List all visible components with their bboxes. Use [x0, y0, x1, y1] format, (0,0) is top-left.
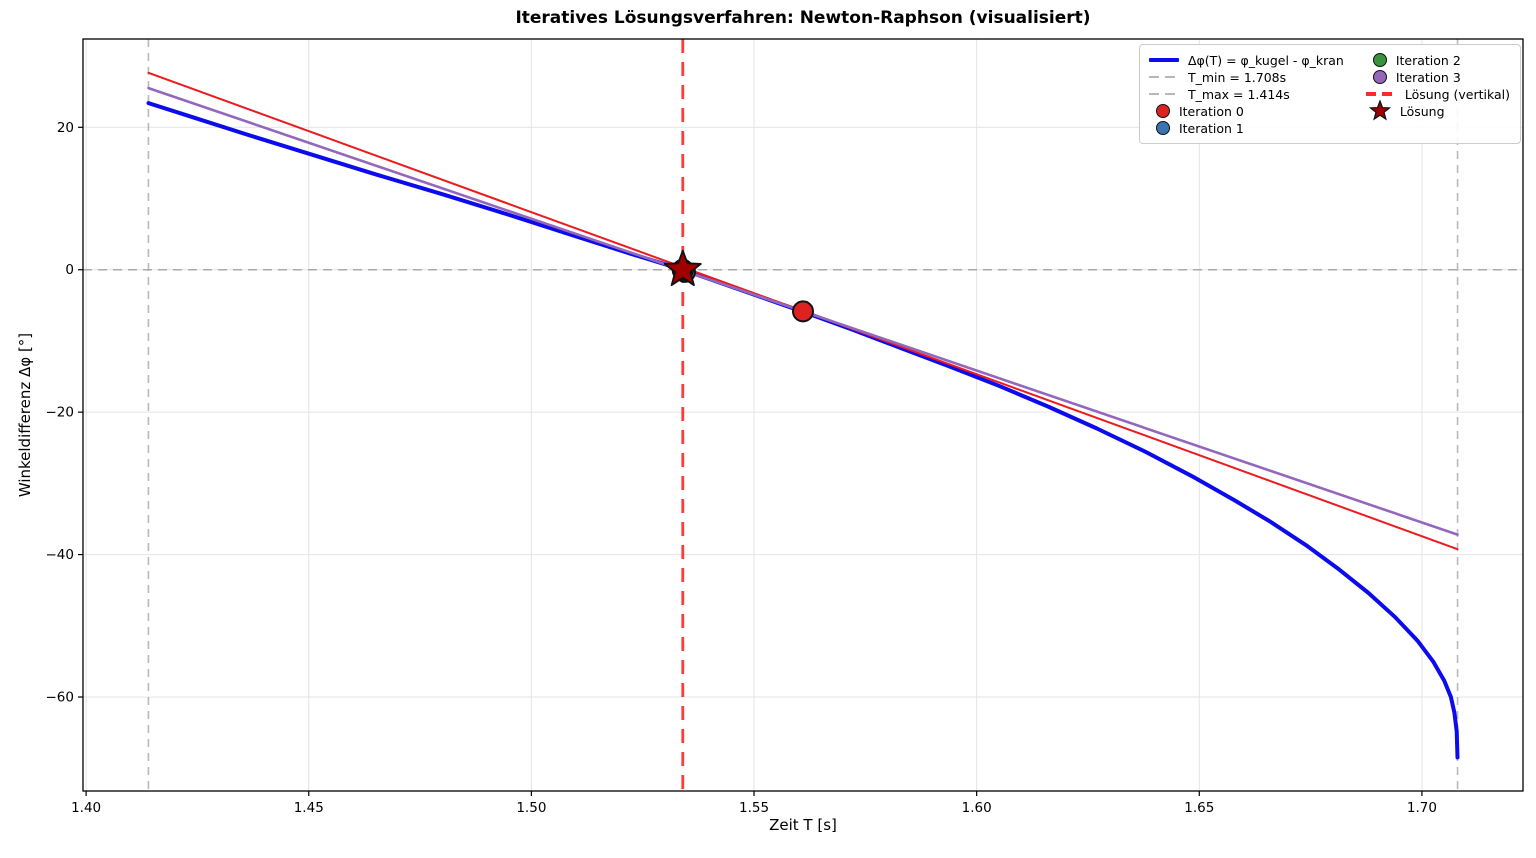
x-axis-label: Zeit T [s] — [769, 816, 837, 834]
legend-solution-star-label: Lösung — [1399, 103, 1445, 119]
x-tick-label: 1.70 — [1407, 800, 1437, 816]
legend-t-min: T_min = 1.708s — [1148, 69, 1344, 85]
legend-iteration-3: Iteration 3 — [1366, 69, 1510, 85]
legend-iteration-0-label: Iteration 0 — [1178, 103, 1244, 119]
axes-frame — [82, 38, 1524, 792]
x-tick-label: 1.55 — [739, 800, 769, 816]
chart-title: Iteratives Lösungsverfahren: Newton-Raph… — [515, 8, 1091, 28]
x-tick-label: 1.50 — [516, 800, 546, 816]
legend-dphi-curve-label: Δφ(T) = φ_kugel - φ_kran — [1187, 52, 1344, 68]
legend-t-max-label: T_max = 1.414s — [1187, 86, 1290, 102]
legend-iteration-2-label: Iteration 2 — [1395, 52, 1461, 68]
legend-iteration-3-swatch — [1372, 70, 1387, 84]
legend-dphi-curve: Δφ(T) = φ_kugel - φ_kran — [1148, 52, 1344, 68]
legend-t-min-label: T_min = 1.708s — [1187, 69, 1287, 85]
legend-iteration-0: Iteration 0 — [1149, 103, 1344, 119]
y-tick-label: 0 — [65, 262, 74, 278]
legend-iteration-0-swatch — [1155, 104, 1170, 118]
legend-iteration-1-label: Iteration 1 — [1178, 120, 1244, 136]
x-tick-label: 1.60 — [962, 800, 992, 816]
delta-phi-curve — [146, 101, 1460, 760]
legend-solution-vline-swatch — [1365, 92, 1396, 96]
legend-iteration-1: Iteration 1 — [1149, 120, 1344, 136]
y-tick-label: −40 — [46, 547, 75, 563]
y-tick-label: −60 — [46, 690, 75, 706]
x-tick-label: 1.65 — [1184, 800, 1214, 816]
solution-star — [663, 249, 702, 287]
iteration-0-point — [792, 300, 814, 323]
legend-box: Δφ(T) = φ_kugel - φ_kran T_min = 1.708s T_… — [1138, 44, 1521, 144]
legend-solution-vline-label: Lösung (vertikal) — [1404, 86, 1510, 102]
x-tick-label: 1.40 — [71, 800, 101, 816]
legend-solution-star-swatch — [1368, 100, 1391, 121]
legend-dphi-curve-swatch — [1148, 58, 1179, 62]
legend-t-max-swatch — [1148, 93, 1179, 95]
y-axis-label: Winkeldifferenz Δφ [°] — [16, 332, 34, 498]
legend-iteration-1-swatch — [1155, 121, 1170, 135]
x-tick-label: 1.45 — [294, 800, 324, 816]
legend-iteration-2-swatch — [1372, 53, 1387, 67]
legend-iteration-2: Iteration 2 — [1366, 52, 1510, 68]
legend-solution-star: Lösung — [1366, 100, 1510, 121]
y-tick-label: −20 — [46, 405, 75, 421]
legend-iteration-3-label: Iteration 3 — [1395, 69, 1461, 85]
y-tick-label: 20 — [57, 120, 74, 136]
legend-solution-vline: Lösung (vertikal) — [1365, 86, 1510, 102]
legend-t-min-swatch — [1148, 76, 1179, 78]
legend-t-max: T_max = 1.414s — [1148, 86, 1344, 102]
